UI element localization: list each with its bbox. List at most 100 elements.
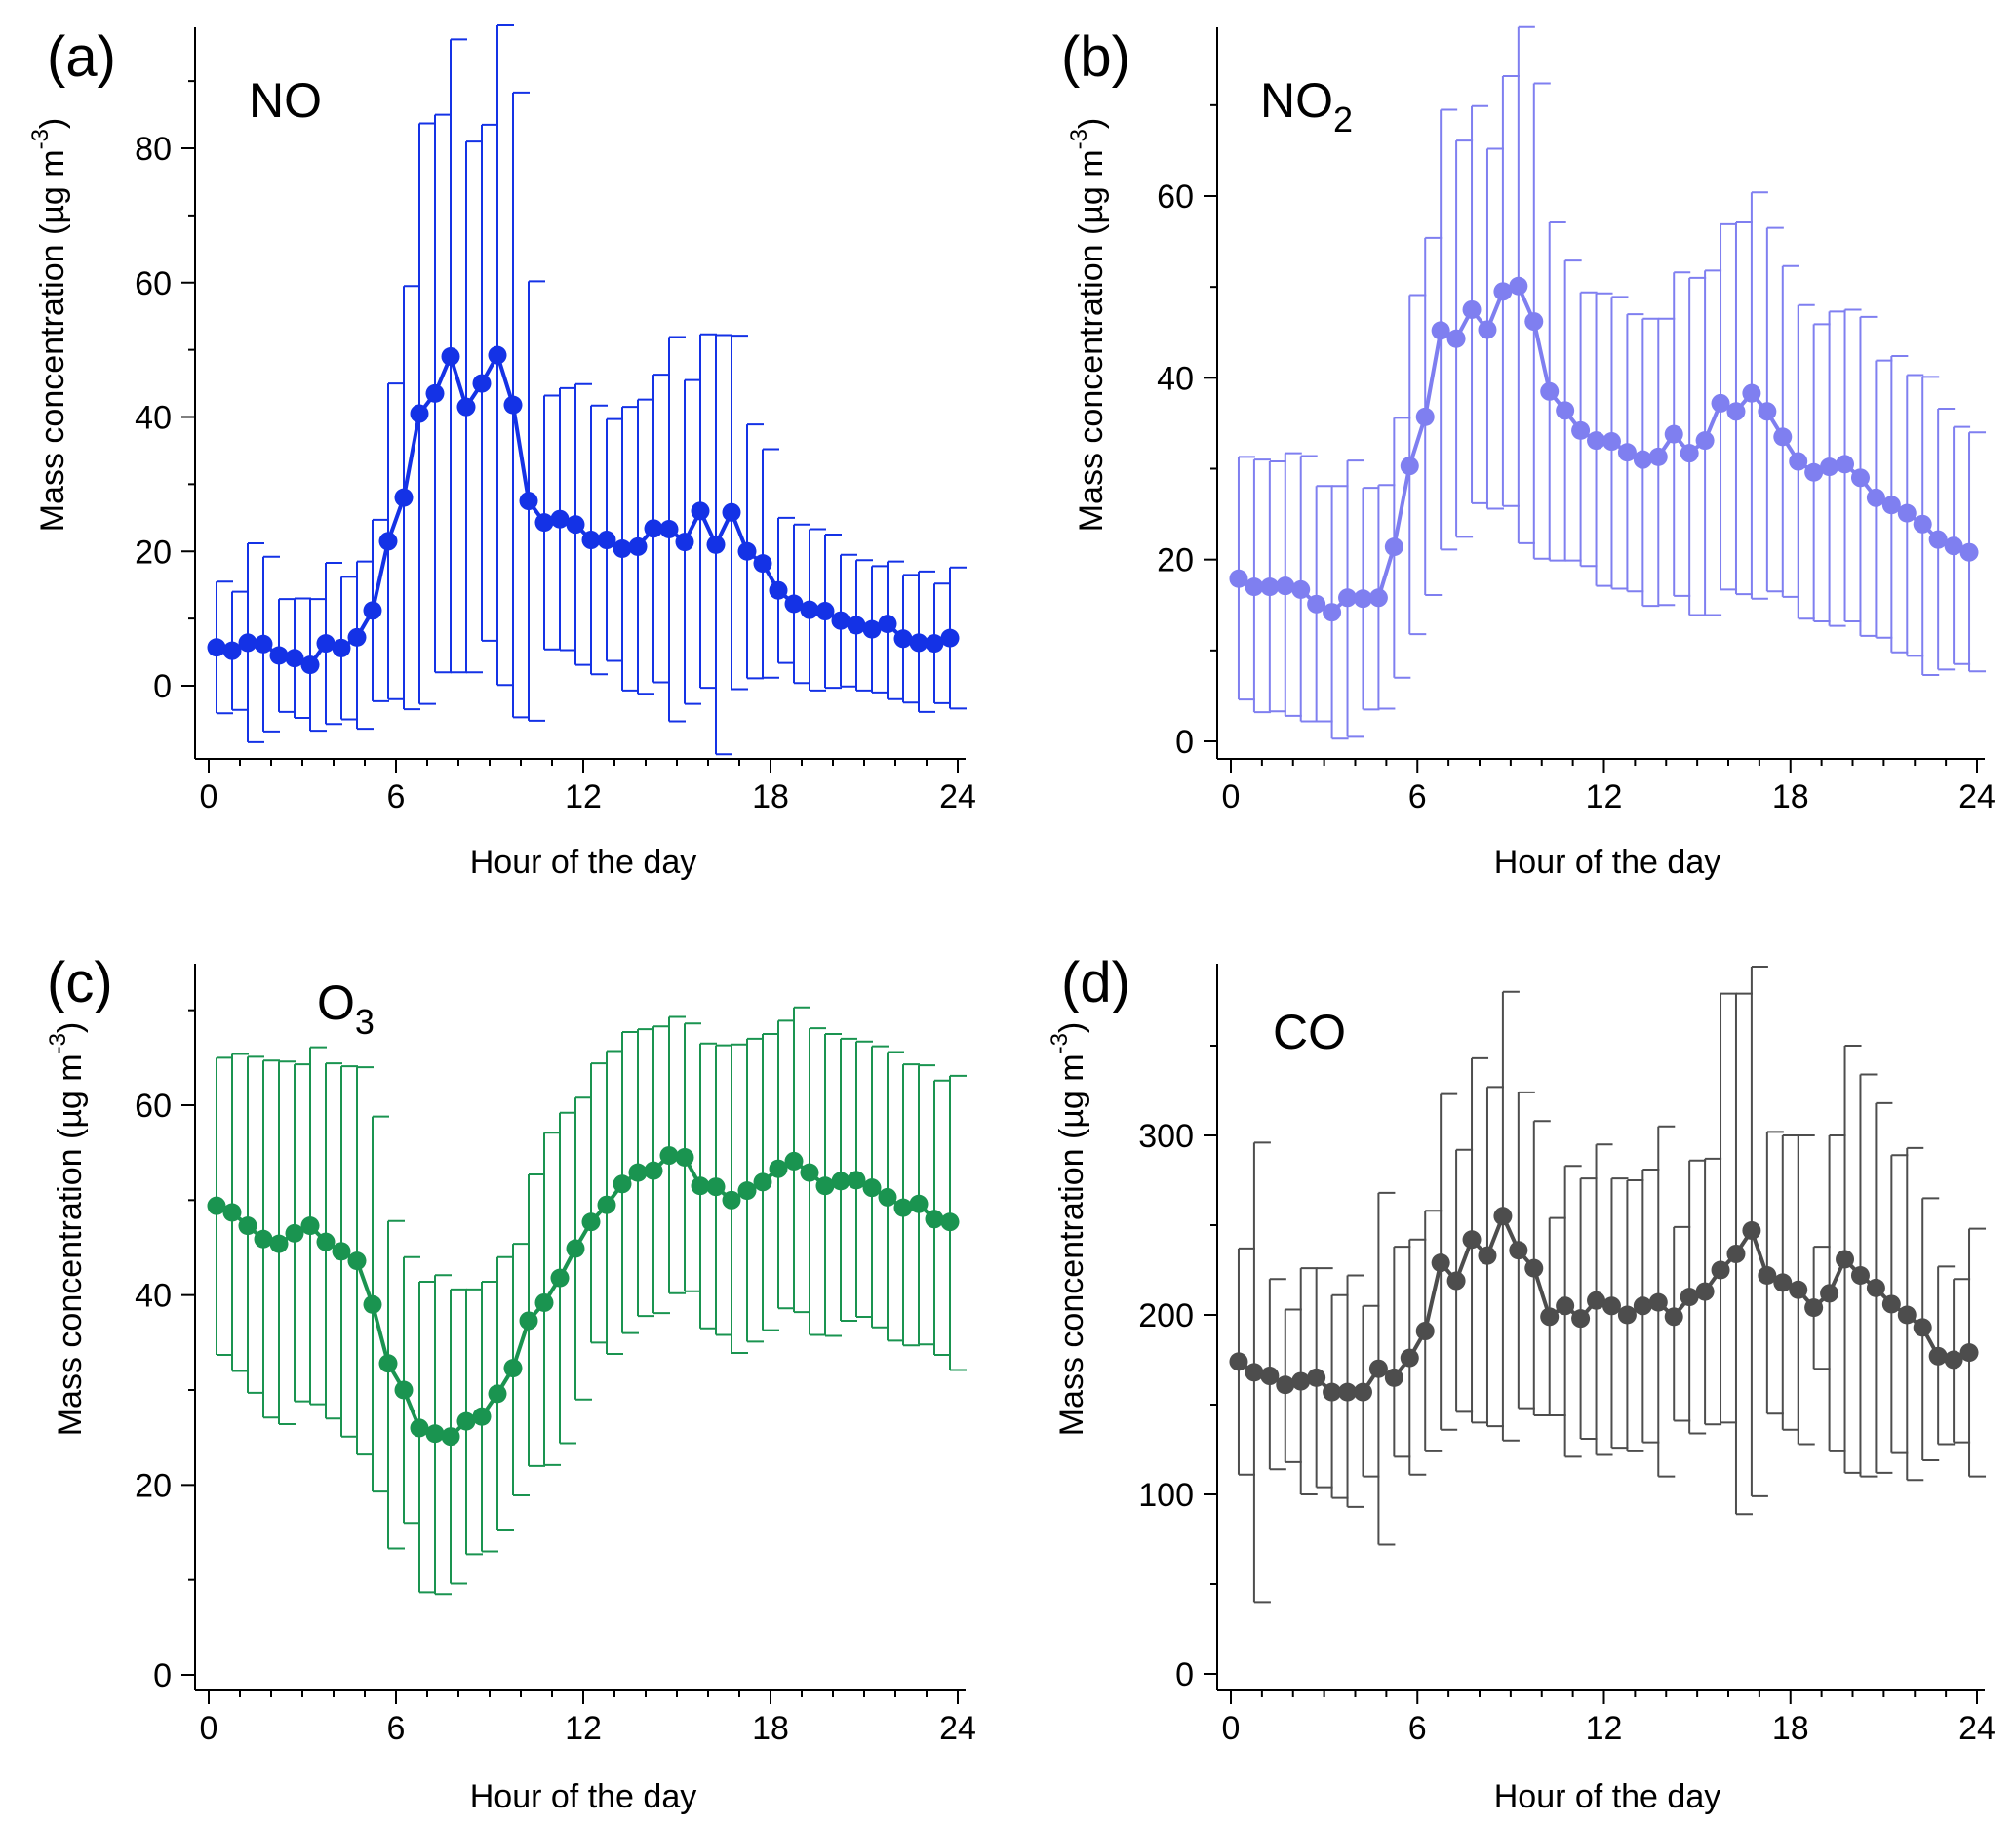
data-point-b — [1944, 536, 1963, 556]
x-tick-label: 18 — [1772, 778, 1809, 815]
data-point-b — [1601, 432, 1621, 452]
data-point-d — [1773, 1273, 1793, 1292]
data-point-b — [1913, 514, 1932, 534]
series-b — [1229, 276, 1979, 622]
x-axis-title: Hour of the day — [470, 1778, 696, 1815]
data-point-b — [1229, 569, 1248, 588]
data-point-a — [316, 634, 336, 654]
data-point-d — [1633, 1296, 1652, 1316]
y-tick-label: 40 — [135, 1278, 172, 1315]
data-point-b — [1291, 579, 1311, 599]
data-point-d — [1509, 1241, 1528, 1260]
data-point-b — [1353, 589, 1372, 609]
data-point-a — [691, 501, 710, 521]
x-tick-label: 18 — [1772, 1710, 1809, 1747]
data-point-c — [769, 1159, 788, 1178]
data-point-d — [1928, 1346, 1948, 1366]
data-point-c — [378, 1354, 398, 1373]
data-point-b — [1959, 542, 1979, 562]
data-point-d — [1245, 1363, 1264, 1382]
data-point-c — [722, 1190, 741, 1210]
data-point-d — [1415, 1322, 1435, 1341]
data-point-c — [519, 1311, 538, 1331]
x-tick-label: 0 — [200, 1710, 218, 1747]
data-point-a — [613, 538, 632, 558]
data-point-a — [347, 627, 367, 647]
data-point-d — [1913, 1318, 1932, 1337]
data-point-d — [1711, 1260, 1730, 1280]
axes-a: 0 6 12 18 24 0 20 40 60 80 — [135, 27, 976, 815]
x-tick-label: 0 — [1222, 778, 1241, 815]
data-point-c — [628, 1163, 648, 1182]
data-point-c — [800, 1163, 819, 1182]
error-bar-d — [1579, 1177, 1598, 1440]
data-point-c — [706, 1177, 726, 1197]
data-point-d — [1540, 1307, 1560, 1327]
data-point-b — [1820, 457, 1839, 477]
data-point-a — [878, 615, 897, 634]
data-point-d — [1493, 1207, 1513, 1226]
panel-letter-a: (a) — [47, 25, 116, 89]
y-tick-label: 20 — [135, 534, 172, 571]
data-point-c — [847, 1171, 866, 1190]
data-point-b — [1400, 457, 1419, 476]
panel-letter-d: (d) — [1061, 951, 1130, 1014]
data-point-d — [1446, 1271, 1466, 1291]
panel-d-co: (d) CO Mass concentration (µg m-3) Hour … — [1047, 951, 1996, 1815]
x-tick-label: 6 — [387, 778, 406, 815]
x-axis-title: Hour of the day — [470, 844, 696, 881]
y-tick-label: 80 — [135, 131, 172, 168]
y-axis-title: Mass concentration (µg m-3) — [1066, 118, 1110, 533]
y-tick-label: 60 — [135, 1088, 172, 1125]
x-tick-label: 24 — [939, 1710, 976, 1747]
data-point-c — [534, 1292, 554, 1312]
data-point-a — [784, 594, 804, 614]
y-axis-title: Mass concentration (µg m-3) — [1047, 1022, 1090, 1437]
data-point-b — [1540, 381, 1560, 401]
data-point-d — [1648, 1292, 1668, 1312]
data-point-b — [1368, 588, 1388, 608]
data-point-c — [613, 1174, 632, 1194]
panel-a-no: (a) NO Mass concentration (µg m-3) Hour … — [27, 23, 976, 881]
data-point-b — [1338, 588, 1358, 608]
panel-b-no2: (b) NO2 Mass concentration (µg m-3) Hour… — [1061, 25, 1996, 881]
x-tick-label: 24 — [1958, 778, 1996, 815]
series-d — [1229, 1207, 1979, 1402]
data-point-c — [566, 1239, 585, 1258]
data-point-a — [722, 502, 741, 522]
error-bar-c — [387, 1219, 405, 1550]
data-point-c — [862, 1178, 882, 1198]
data-point-d — [1291, 1371, 1311, 1391]
data-point-a — [222, 641, 242, 660]
x-tick-label: 6 — [1408, 778, 1427, 815]
data-point-b — [1524, 312, 1544, 332]
data-point-c — [909, 1194, 929, 1213]
data-point-c — [254, 1229, 273, 1249]
data-point-a — [534, 513, 554, 533]
panel-letter-c: (c) — [47, 951, 113, 1014]
data-point-a — [769, 580, 788, 600]
data-point-d — [1462, 1230, 1482, 1250]
data-point-b — [1742, 383, 1761, 403]
panel-letter-b: (b) — [1061, 25, 1130, 89]
data-point-b — [1323, 603, 1342, 622]
data-point-a — [706, 535, 726, 554]
data-point-d — [1695, 1282, 1715, 1301]
series-c — [207, 1146, 960, 1447]
data-point-a — [425, 383, 445, 403]
data-point-c — [644, 1161, 663, 1180]
data-point-c — [410, 1418, 429, 1438]
data-point-b — [1571, 420, 1591, 440]
data-point-d — [1556, 1296, 1575, 1316]
data-point-d — [1323, 1382, 1342, 1402]
data-point-b — [1307, 594, 1326, 614]
data-point-a — [862, 619, 882, 639]
x-tick-label: 24 — [1958, 1710, 1996, 1747]
y-tick-label: 0 — [153, 1657, 172, 1694]
data-point-c — [675, 1148, 694, 1168]
data-point-d — [1881, 1294, 1901, 1314]
data-point-d — [1944, 1350, 1963, 1370]
data-point-c — [784, 1151, 804, 1171]
x-tick-label: 6 — [1408, 1710, 1427, 1747]
x-tick-label: 12 — [565, 1710, 602, 1747]
